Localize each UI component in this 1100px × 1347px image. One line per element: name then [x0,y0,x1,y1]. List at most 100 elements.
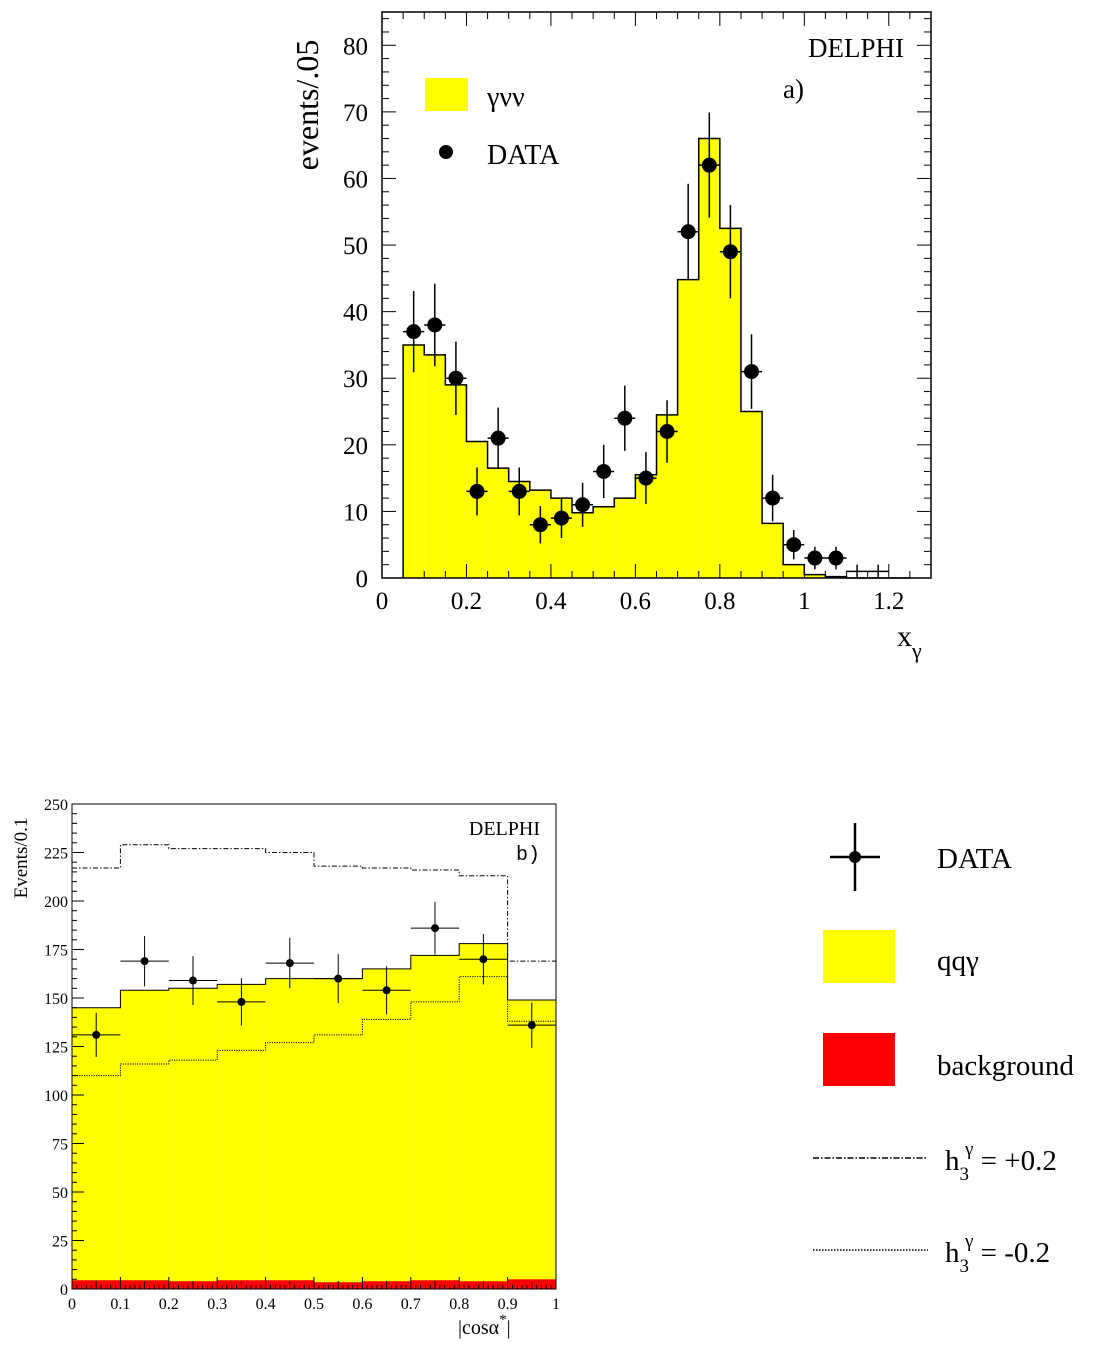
a-mc-bar [445,384,467,578]
b-x-tick-label: 0.8 [449,1296,469,1313]
b-data-point [479,955,488,964]
b-y-tick-label: 150 [44,991,68,1008]
b-mc-bar [120,990,169,1289]
a-y-tick-label: 20 [343,433,368,460]
b-mc-bar [168,988,218,1289]
a-mc-bar [656,414,678,578]
b-x-tick-label: 0.1 [110,1296,130,1313]
a-data-point [490,430,506,446]
a-legend-data-marker [439,145,453,159]
b-data-point [237,997,246,1006]
b-legend: DATA qqγ background h3γ = +0.2 h3γ = -0.… [813,823,1074,1277]
a-mc-bar [804,574,826,578]
b-y-tick-label: 50 [52,1185,68,1202]
b-mc-bar [217,984,266,1289]
b-legend-data-marker [849,851,861,863]
a-data-point [765,490,781,506]
b-y-tick-label: 225 [44,846,68,863]
a-data-point [680,224,696,240]
b-legend-hplus-label: h3γ = +0.2 [945,1139,1057,1185]
a-x-tick-label: 0.8 [704,588,735,615]
b-legend-mc-swatch [823,930,895,983]
a-mc-histogram [402,137,910,579]
a-y-tick-label: 10 [343,499,368,526]
a-data-point [638,470,654,486]
b-y-tick-label: 25 [52,1234,68,1251]
a-data-point [406,324,422,340]
b-data-point [189,976,197,985]
a-data-point [575,497,591,513]
b-y-axis-label: Events/0.1 [11,818,32,899]
a-axes: 0 0.2 0.4 0.6 0.8 1 1.2 0 10 20 30 40 50 60 70 80 [343,12,932,615]
a-y-tick-label: 60 [343,166,368,193]
b-data-point [140,957,149,966]
chart-b: 0 0.1 0.2 0.3 0.4 0.5 0.6 0.7 0.8 0.9 1 0 25 50 75 100 1… [11,797,1074,1339]
b-legend-bkg-swatch [823,1033,895,1086]
a-x-tick-label: 0.4 [535,588,567,615]
a-legend-mc-label: γνν [486,82,525,113]
b-x-tick-label: 0 [68,1296,76,1313]
a-x-axis-label: xγ [897,620,922,663]
b-x-tick-label: 0.3 [207,1296,227,1313]
a-x-tick-label: 0 [376,588,389,615]
b-y-tick-label: 0 [60,1282,68,1299]
b-mc-bar [410,955,460,1289]
a-y-tick-label: 30 [343,366,368,393]
b-data-point [431,924,439,933]
b-x-tick-label: 0.5 [304,1296,324,1313]
b-mc-histogram [72,943,556,1289]
b-hplus-line [72,844,556,962]
b-x-tick-label: 0.6 [352,1296,372,1313]
a-data-point [469,483,485,499]
a-legend-mc-swatch [425,78,468,111]
a-data-point [553,510,569,526]
b-experiment-label: DELPHI [469,818,540,840]
a-data-points [403,112,889,578]
a-data-point [744,364,760,380]
a-y-tick-label: 80 [343,33,368,60]
a-mc-bar [783,564,805,578]
a-mc-bar [698,138,720,579]
a-x-tick-label: 1.2 [873,588,904,615]
b-mc-bar [459,943,508,1289]
b-x-tick-label: 0.4 [256,1296,276,1313]
b-y-tick-label: 200 [44,894,68,911]
a-data-point [786,537,802,553]
a-data-point [828,550,844,566]
a-data-point [617,410,633,426]
a-mc-bar [508,481,530,578]
a-mc-bar [424,354,446,578]
b-data-point [92,1030,101,1039]
a-x-tick-label: 0.6 [620,588,651,615]
b-y-tick-label: 175 [44,943,68,960]
a-y-tick-label: 70 [343,100,368,127]
a-mc-bar [403,344,425,578]
a-data-point [448,370,464,386]
a-mc-bar [593,506,615,578]
a-panel-label: a) [783,74,804,104]
a-mc-bar [677,279,699,578]
b-axes: 0 0.1 0.2 0.3 0.4 0.5 0.6 0.7 0.8 0.9 1 0 25 50 75 100 1… [44,797,560,1313]
a-x-tick-label: 0.2 [451,588,482,615]
b-hminus-line [72,976,556,1077]
b-y-tick-label: 100 [44,1088,68,1105]
b-mc-bar [265,978,314,1289]
b-legend-hminus-label: h3γ = -0.2 [945,1231,1050,1277]
a-data-point [701,157,717,173]
b-legend-data-label: DATA [937,843,1012,875]
a-y-tick-label: 40 [343,300,368,327]
b-data-point [334,974,343,983]
a-y-tick-label: 50 [343,233,368,260]
b-x-axis-label: |cosα*| [458,1312,511,1339]
a-data-point [511,483,527,499]
a-mc-bar [635,474,657,578]
a-mc-bar [572,512,594,578]
b-mc-bar [362,968,411,1289]
b-legend-mc-label: qqγ [937,945,979,977]
b-data-point [382,986,391,995]
b-panel-label: b) [516,844,540,867]
a-mc-bar [719,228,741,579]
a-experiment-label: DELPHI [808,33,904,63]
b-legend-bkg-label: background [937,1050,1074,1082]
